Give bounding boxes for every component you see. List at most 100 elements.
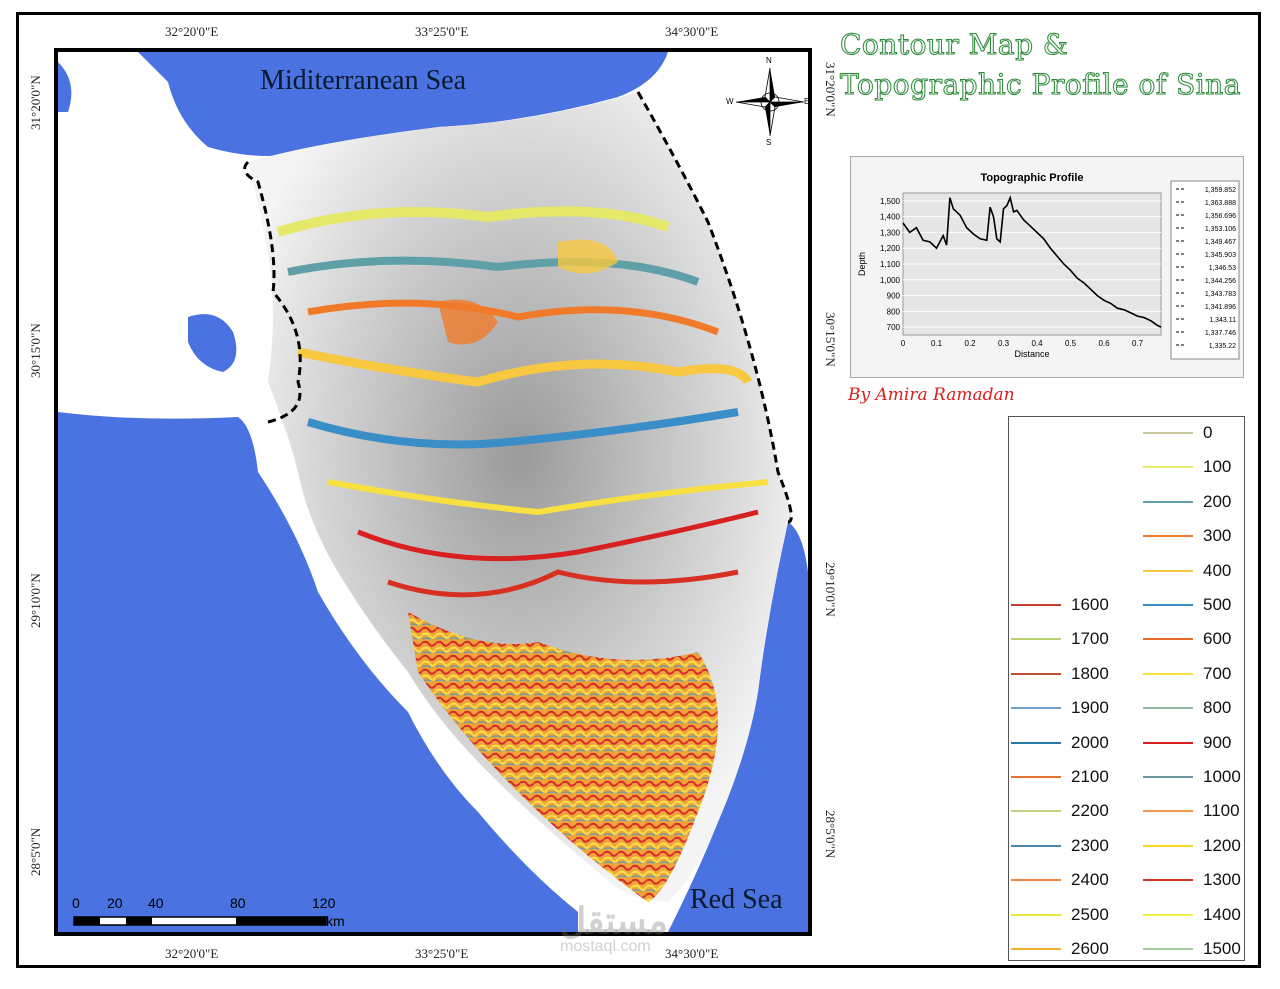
legend-swatch bbox=[1143, 741, 1193, 744]
x-tick-label: 0.5 bbox=[1065, 339, 1077, 348]
x-tick-label: 0 bbox=[901, 339, 906, 348]
y-tick-label: 800 bbox=[887, 307, 901, 316]
legend-label: 1800 bbox=[1071, 663, 1109, 683]
profile-legend-label: 1,345.903 bbox=[1205, 252, 1236, 259]
legend-item-1600: 1600 bbox=[1011, 595, 1109, 615]
watermark-arabic: مستقل bbox=[560, 900, 668, 941]
scale-bar-graphic bbox=[73, 916, 327, 926]
profile-legend-label: 1,335.22 bbox=[1209, 343, 1236, 350]
legend-swatch bbox=[1143, 707, 1193, 710]
watermark: مستقل mostaql.com bbox=[560, 900, 668, 956]
coord-right-1: 31°20'0"N bbox=[823, 62, 838, 117]
gulf-of-suez bbox=[58, 412, 578, 932]
legend-swatch bbox=[1143, 672, 1193, 675]
contour-700 bbox=[327, 479, 769, 516]
contour-900 bbox=[357, 509, 759, 562]
legend-item-900: 900 bbox=[1143, 733, 1231, 753]
profile-line bbox=[902, 195, 1162, 328]
legend-swatch bbox=[1011, 844, 1061, 847]
legend-item-2300: 2300 bbox=[1011, 836, 1109, 856]
profile-legend-label: 1,363.888 bbox=[1205, 200, 1236, 207]
y-tick-label: 1,000 bbox=[880, 276, 901, 285]
legend-item-700: 700 bbox=[1143, 664, 1231, 684]
contour-300 bbox=[307, 299, 720, 336]
legend-label: 500 bbox=[1203, 595, 1232, 614]
coord-top-1: 32°20'0"E bbox=[165, 24, 219, 39]
profile-svg: Topographic Profile 700 800 900 1,000 1,100 1,… bbox=[857, 172, 1240, 360]
legend-swatch bbox=[1143, 500, 1193, 503]
profile-legend-label: 1,353.106 bbox=[1205, 226, 1236, 233]
profile-legend-label: 1,337.746 bbox=[1205, 330, 1236, 337]
legend-item-2400: 2400 bbox=[1011, 870, 1109, 890]
x-tick-label: 0.6 bbox=[1098, 339, 1110, 348]
legend-swatch bbox=[1143, 810, 1193, 813]
legend-swatch bbox=[1143, 604, 1193, 606]
compass-rose bbox=[735, 67, 805, 137]
legend-item-2600: 2600 bbox=[1011, 939, 1109, 959]
legend-item-2100: 2100 bbox=[1011, 767, 1109, 787]
legend-swatch bbox=[1143, 844, 1193, 847]
compass-n: N bbox=[766, 56, 772, 65]
legend-label: 900 bbox=[1203, 732, 1232, 752]
legend-swatch bbox=[1143, 879, 1193, 882]
legend-item-1000: 1000 bbox=[1143, 767, 1241, 787]
scale-unit: km bbox=[326, 913, 345, 929]
scale-label-40: 40 bbox=[148, 895, 164, 911]
coord-bottom-3: 34°30'0"E bbox=[665, 946, 719, 961]
coord-bottom-2: 33°25'0"E bbox=[415, 946, 469, 961]
legend-label: 2400 bbox=[1071, 870, 1109, 890]
legend-swatch bbox=[1011, 672, 1061, 675]
legend-label: 2100 bbox=[1071, 767, 1109, 786]
sinai-map-svg bbox=[58, 52, 808, 932]
legend-swatch bbox=[1143, 913, 1193, 916]
chart-title: Topographic Profile bbox=[980, 172, 1083, 184]
legend-label: 400 bbox=[1203, 560, 1232, 580]
legend-swatch bbox=[1143, 535, 1193, 538]
legend-item-600: 600 bbox=[1143, 629, 1231, 649]
map-title-line2: Topographic Profile of Sina bbox=[840, 68, 1241, 102]
coord-left-4: 28°5'0"N bbox=[28, 827, 43, 876]
legend-label: 1100 bbox=[1203, 801, 1240, 821]
legend-swatch bbox=[1011, 707, 1061, 710]
profile-legend-label: 1,346.53 bbox=[1209, 265, 1236, 272]
legend-swatch bbox=[1011, 638, 1061, 641]
legend-label: 2300 bbox=[1071, 835, 1109, 855]
legend-swatch bbox=[1011, 879, 1061, 882]
profile-legend-label: 1,349.467 bbox=[1205, 239, 1236, 246]
legend-item-0: 0 bbox=[1143, 423, 1212, 443]
legend-swatch bbox=[1143, 948, 1193, 950]
scale-label-80: 80 bbox=[230, 895, 246, 911]
y-tick-label: 900 bbox=[887, 292, 901, 301]
legend-swatch bbox=[1143, 432, 1193, 434]
x-axis-label: Distance bbox=[1014, 349, 1049, 359]
legend-swatch bbox=[1011, 741, 1061, 744]
coord-top-3: 34°30'0"E bbox=[665, 24, 719, 39]
legend-item-2200: 2200 bbox=[1011, 801, 1109, 821]
coord-right-2: 30°15'0"N bbox=[823, 312, 838, 367]
x-tick-label: 0.2 bbox=[964, 339, 976, 348]
contour-100 bbox=[276, 206, 670, 237]
legend-label: 2600 bbox=[1071, 939, 1109, 958]
legend-item-1300: 1300 bbox=[1143, 870, 1241, 890]
suez-canal-border bbox=[243, 160, 302, 424]
legend-item-500: 500 bbox=[1143, 595, 1231, 615]
watermark-latin: mostaql.com bbox=[560, 938, 651, 955]
legend-item-2000: 2000 bbox=[1011, 733, 1109, 753]
legend-swatch bbox=[1011, 776, 1061, 778]
legend-item-300: 300 bbox=[1143, 526, 1231, 546]
legend-item-1200: 1200 bbox=[1143, 836, 1241, 856]
y-axis-label: Depth bbox=[857, 252, 867, 276]
southern-mountains bbox=[408, 612, 718, 902]
legend-swatch bbox=[1143, 776, 1193, 778]
legend-item-1500: 1500 bbox=[1143, 939, 1241, 959]
map-panel[interactable]: N S E W bbox=[54, 48, 812, 936]
y-tick-label: 1,200 bbox=[880, 244, 901, 253]
mediterranean-label: Miditerranean Sea bbox=[260, 65, 467, 96]
topographic-profile-chart: Topographic Profile 700 800 900 1,000 1,100 1,… bbox=[850, 156, 1244, 378]
y-tick-label: 1,400 bbox=[880, 213, 901, 222]
legend-label: 300 bbox=[1203, 526, 1232, 546]
legend-item-800: 800 bbox=[1143, 698, 1231, 718]
legend-label: 1500 bbox=[1203, 939, 1241, 958]
x-tick-label: 0.3 bbox=[998, 339, 1010, 348]
x-tick-label: 0.4 bbox=[1031, 339, 1043, 348]
